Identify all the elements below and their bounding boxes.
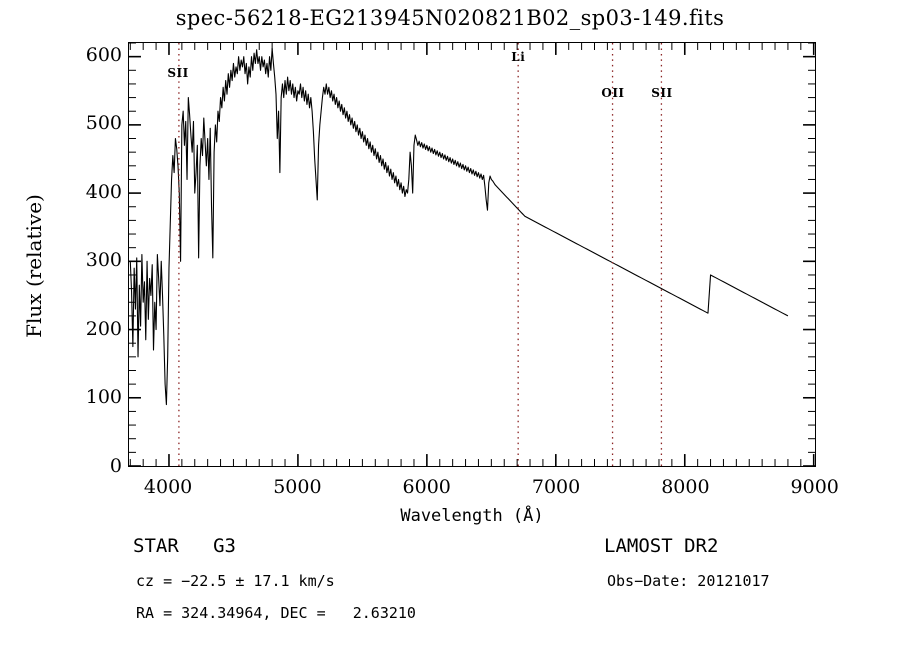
- y-tick-label: 300: [85, 249, 122, 272]
- x-tick-label: 6000: [402, 476, 451, 498]
- obs-date-label: Obs−Date: 20121017: [607, 572, 770, 590]
- y-tick-label: 500: [85, 112, 122, 135]
- x-tick-label: 4000: [143, 476, 193, 498]
- y-axis-tick-labels: 600 500 400 300 200 100 0: [62, 0, 122, 650]
- y-axis-title: Flux (relative): [22, 194, 46, 338]
- spectrum-trace: [129, 47, 789, 406]
- spectrum-chart: [129, 43, 815, 466]
- spectral-line-label: SII: [651, 86, 673, 100]
- y-tick-label: 200: [85, 317, 122, 340]
- x-axis-title: Wavelength (Å): [400, 506, 544, 526]
- y-tick-label: 600: [85, 43, 122, 66]
- y-tick-label: 0: [109, 455, 122, 477]
- page-title: spec-56218-EG213945N020821B02_sp03-149.f…: [175, 6, 725, 30]
- spectral-line-label: OII: [601, 86, 625, 100]
- y-tick-label: 100: [85, 386, 122, 409]
- spectral-line-label: SII: [167, 66, 189, 80]
- x-tick-label: 5000: [273, 476, 322, 498]
- coordinates-label: RA = 324.34964, DEC = 2.63210: [136, 604, 416, 622]
- y-tick-label: 400: [85, 180, 122, 203]
- plot-area: [128, 42, 816, 467]
- object-type-label: STAR G3: [133, 535, 236, 557]
- x-tick-label: 8000: [661, 476, 710, 498]
- x-tick-label: 7000: [531, 476, 581, 498]
- survey-label: LAMOST DR2: [604, 535, 719, 557]
- radial-velocity-label: cz = −22.5 ± 17.1 km/s: [136, 572, 335, 590]
- spectral-line-label: Li: [511, 50, 526, 64]
- x-tick-label: 9000: [790, 476, 839, 498]
